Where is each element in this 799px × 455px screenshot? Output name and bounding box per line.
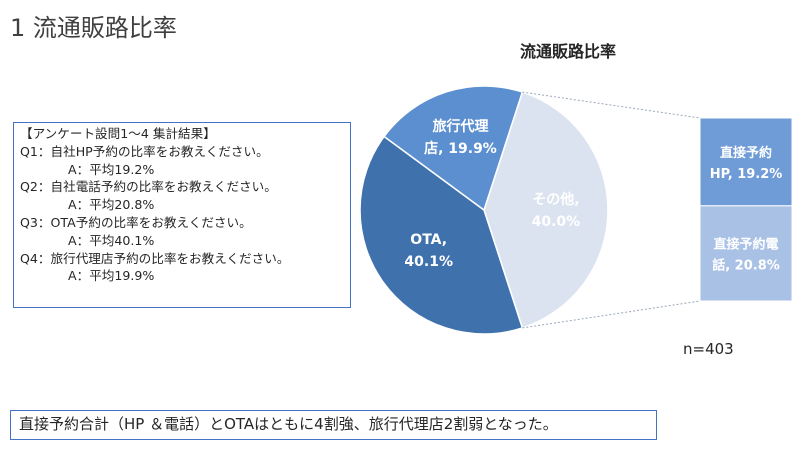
- sample-size-label: n=403: [683, 340, 734, 358]
- pie-slice: [483, 91, 609, 329]
- chart-title: 流通販路比率: [520, 42, 616, 61]
- survey-question: Q1：自社HP予約の比率をお教えください。: [20, 143, 269, 159]
- breakout-value-label: 話, 20.8%: [712, 257, 780, 273]
- pie-slice: [383, 85, 524, 212]
- breakout-label: 直接予約電: [713, 236, 778, 252]
- survey-answer: A：平均20.8%: [68, 197, 155, 213]
- survey-answer: A：平均19.2%: [68, 161, 155, 177]
- survey-heading: 【アンケート設問1～4 集計結果】: [20, 126, 216, 141]
- survey-answer: A：平均19.9%: [68, 268, 155, 284]
- survey-results-box: 【アンケート設問1～4 集計結果】 Q1：自社HP予約の比率をお教えください。 …: [13, 122, 351, 308]
- slice-value-label: 40.0%: [532, 214, 581, 230]
- survey-answer: A：平均40.1%: [68, 232, 155, 248]
- survey-question: Q3：OTA予約の比率をお教えください。: [20, 214, 252, 230]
- connector-line: [522, 91, 701, 119]
- slice-label: その他,: [532, 191, 579, 208]
- breakout-segment: [699, 117, 793, 207]
- survey-question: Q4：旅行代理店予約の比率をお教えください。: [20, 250, 290, 266]
- slide-title: 1 流通販路比率: [10, 14, 177, 42]
- slice-value-label: 店, 19.9%: [424, 140, 497, 157]
- survey-question: Q2：自社電話予約の比率をお教えください。: [20, 179, 277, 195]
- slice-label: 旅行代理: [432, 118, 488, 135]
- slice-value-label: 40.1%: [404, 254, 453, 270]
- breakout-segment: [699, 205, 793, 302]
- connector-line: [522, 300, 701, 329]
- conclusion-box: 直接予約合計（HP ＆電話）とOTAはともに4割強、旅行代理店2割弱となった。: [10, 410, 657, 440]
- breakout-value-label: HP, 19.2%: [710, 167, 783, 182]
- breakout-label: 直接予約: [720, 145, 772, 161]
- slice-label: OTA,: [410, 232, 447, 248]
- pie-slice: [359, 135, 524, 335]
